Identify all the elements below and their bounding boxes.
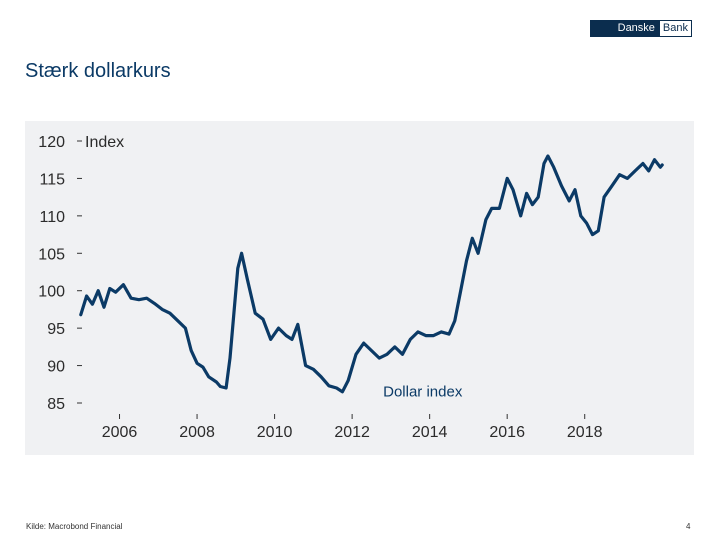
y-tick-label-110: 110 (39, 209, 65, 226)
series-line-0 (79, 154, 664, 394)
x-tick-label-2012: 2012 (334, 424, 370, 441)
x-tick-label-2008: 2008 (179, 424, 215, 441)
y-tick-label-120: 120 (38, 134, 65, 151)
x-tick-label-2014: 2014 (412, 424, 448, 441)
page-number: 4 (686, 522, 691, 531)
series-annotation-label: Dollar index (383, 383, 463, 400)
y-tick-label-95: 95 (47, 321, 65, 338)
dollar-index-chart: 120 115 110 105 100 95 90 85 Index 2006 2008 2010 20… (38, 134, 664, 441)
y-tick-label-85: 85 (47, 396, 65, 413)
slide-title: Stærk dollarkurs (25, 60, 171, 82)
y-tick-label-105: 105 (38, 246, 65, 263)
x-tick-label-2016: 2016 (489, 424, 525, 441)
x-tick-label-2010: 2010 (257, 424, 293, 441)
chart-panel: 120 115 110 105 100 95 90 85 Index 2006 2008 2010 20… (25, 121, 694, 455)
y-tick-label-100: 100 (38, 284, 65, 301)
danske-bank-logo: Danske Bank (590, 20, 692, 37)
y-axis-label: Index (85, 134, 124, 151)
logo-text-bank: Bank (658, 21, 691, 36)
source-note: Kilde: Macrobond Financial (26, 522, 123, 531)
x-tick-label-2018: 2018 (567, 424, 603, 441)
logo-text-danske: Danske (591, 21, 659, 36)
x-tick-label-2006: 2006 (102, 424, 138, 441)
y-tick-label-115: 115 (39, 171, 65, 188)
y-tick-label-90: 90 (47, 359, 65, 376)
